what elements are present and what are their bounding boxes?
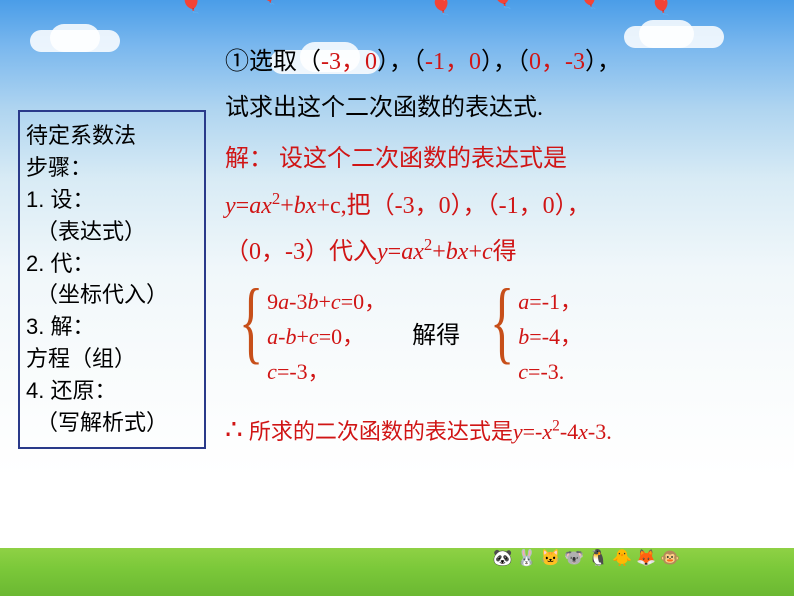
left-system: { 9a-3b+c=0， a-b+c=0， c=-3， xyxy=(235,282,386,390)
problem-line-2: 试求出这个二次函数的表达式. xyxy=(225,86,776,132)
step-3-desc: 方程（组） xyxy=(26,343,198,375)
jiede-label: 解得 xyxy=(412,313,460,359)
sidebar-subtitle: 步骤： xyxy=(26,152,198,184)
footer-characters: 🐼🐰🐱🐨🐧🐥🦊🐵 xyxy=(493,548,684,568)
solution-line-2: y=ax2+bx+c,把（-3，0），（-1，0）， xyxy=(225,183,776,230)
solution-line-3: （0，-3）代入y=ax2+bx+c得 xyxy=(225,229,776,276)
right-system: { a=-1， b=-4， c=-3. xyxy=(486,282,582,390)
brace-icon: { xyxy=(490,282,514,390)
step-2-desc: （坐标代入） xyxy=(26,279,198,311)
brace-icon: { xyxy=(239,282,263,390)
step-4-desc: （写解析式） xyxy=(26,407,198,439)
main-content: ①选取（-3，0），（-1，0），（0，-3）， 试求出这个二次函数的表达式. … xyxy=(225,40,776,457)
equation-systems: { 9a-3b+c=0， a-b+c=0， c=-3， 解得 { a=-1， b… xyxy=(235,282,582,390)
solution-line-1: 解： 设这个二次函数的表达式是 xyxy=(225,137,776,183)
problem-line-1: ①选取（-3，0），（-1，0），（0，-3）， xyxy=(225,40,776,86)
step-1: 1. 设： xyxy=(26,184,198,216)
conclusion: ∴所求的二次函数的表达式是y=-x2-4x-3. xyxy=(225,404,776,457)
step-2: 2. 代： xyxy=(26,248,198,280)
sidebar-title: 待定系数法 xyxy=(26,120,198,152)
step-3: 3. 解： xyxy=(26,311,198,343)
step-4: 4. 还原： xyxy=(26,375,198,407)
method-steps-box: 待定系数法 步骤： 1. 设： （表达式） 2. 代： （坐标代入） 3. 解：… xyxy=(18,110,206,449)
step-1-desc: （表达式） xyxy=(26,216,198,248)
